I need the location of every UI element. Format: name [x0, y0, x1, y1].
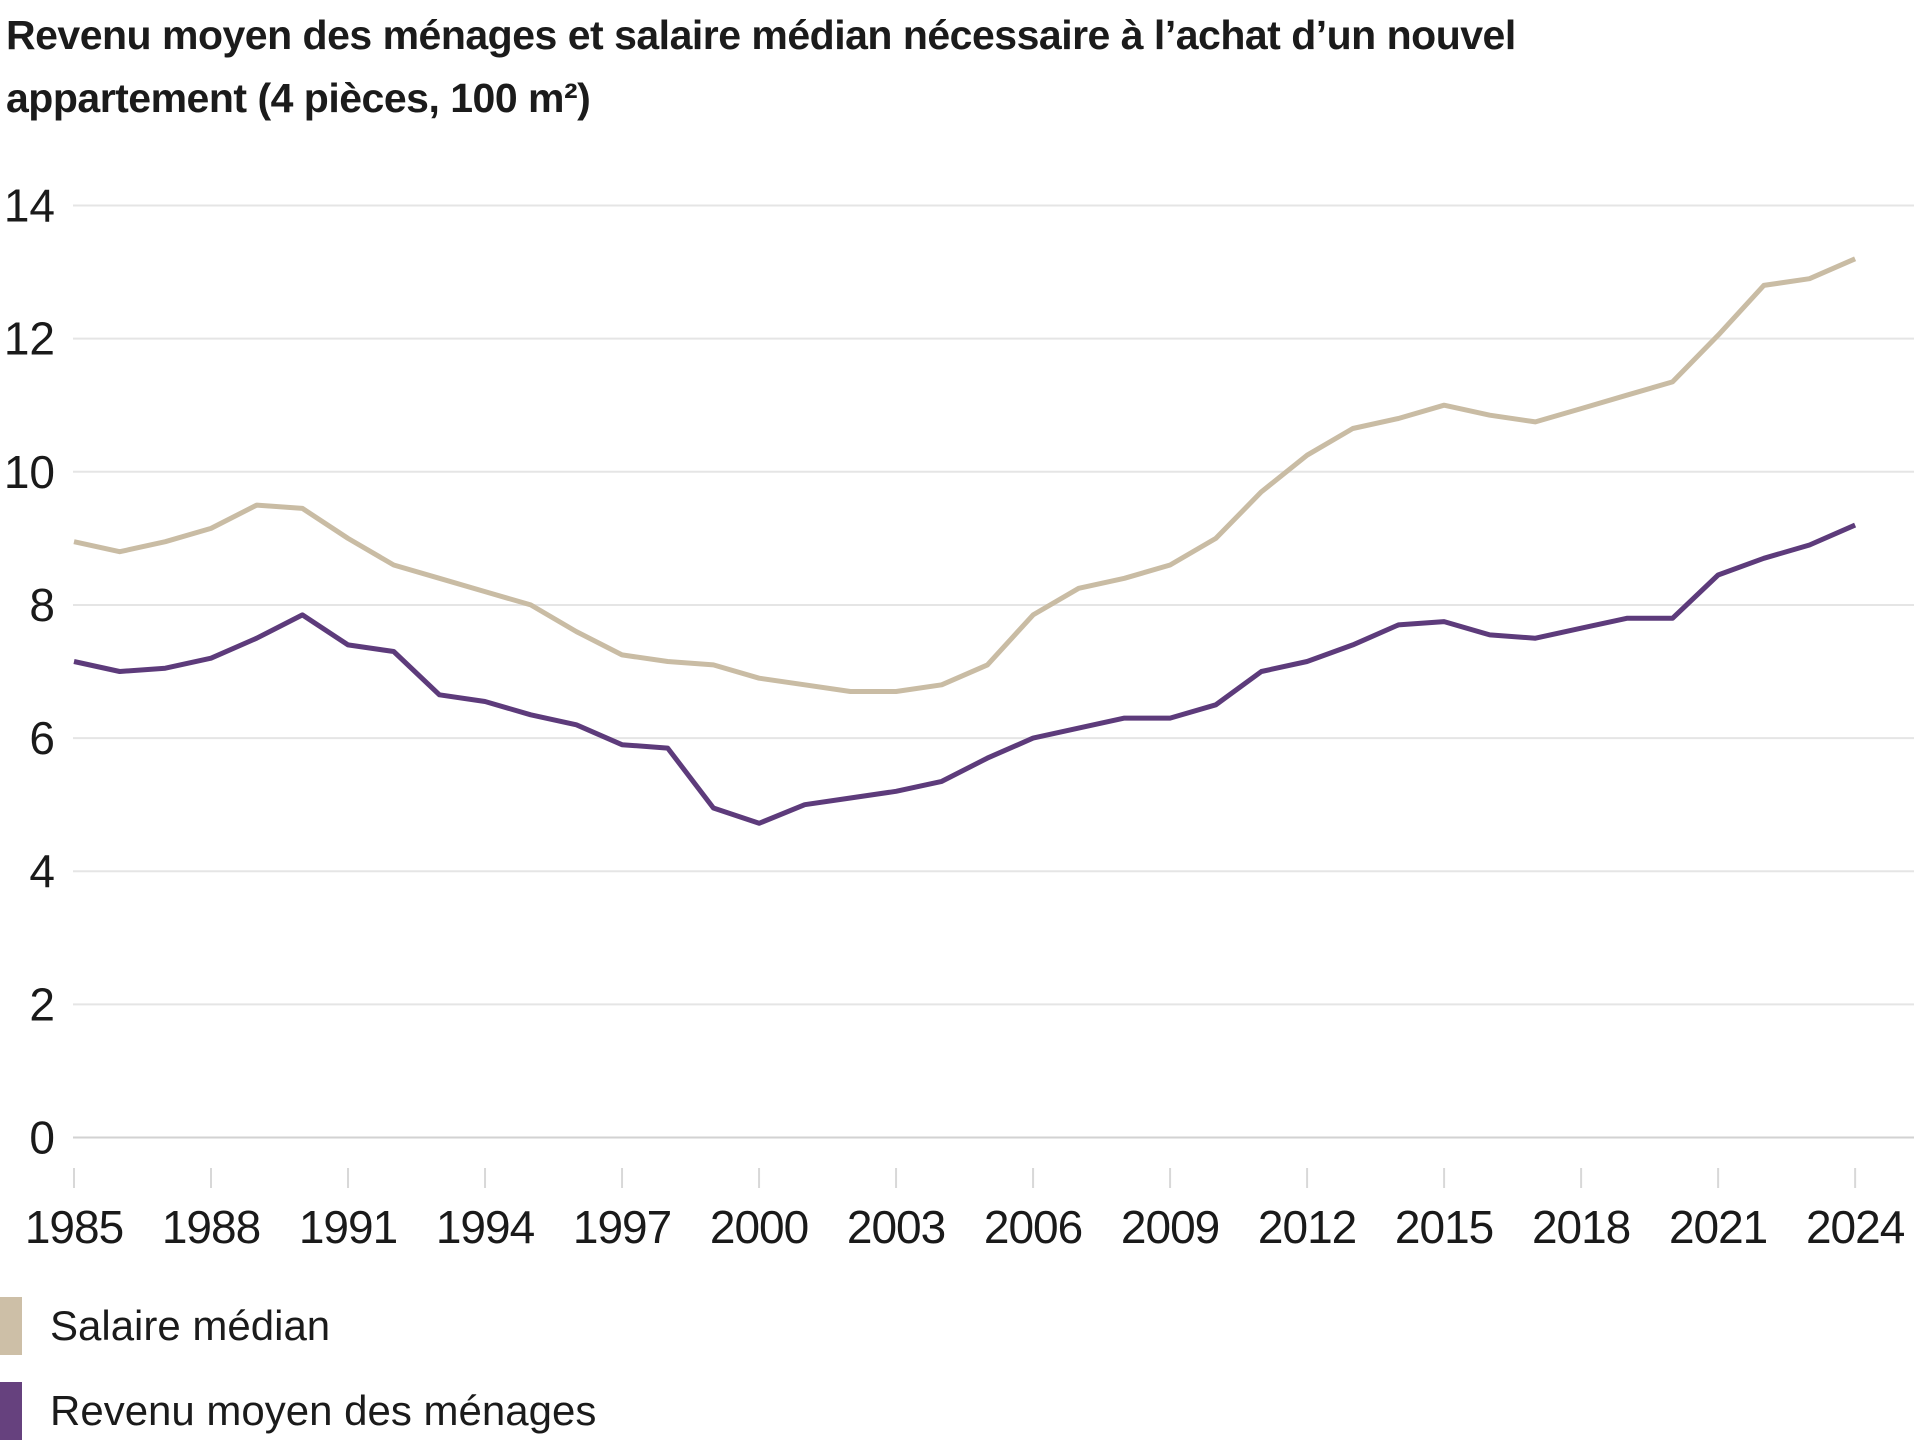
- legend-swatch-salaire-median: [0, 1297, 22, 1355]
- x-axis-labels: 1985 1988 1991 1994 1997 2000 2003 2006 2009 2012…: [25, 1201, 1906, 1253]
- x-tick-label-2000: 2000: [710, 1201, 808, 1253]
- x-axis-ticks: [73, 1168, 1857, 1188]
- y-axis-labels: 0 2 4 6 8 10 12 14: [4, 180, 55, 1164]
- chart-title: Revenu moyen des ménages et salaire médi…: [6, 4, 1886, 130]
- y-tick-label-14: 14: [4, 180, 55, 232]
- x-tick-label-2003: 2003: [847, 1201, 945, 1253]
- legend-label-salaire-median: Salaire médian: [50, 1302, 331, 1349]
- x-tick-label-1991: 1991: [299, 1201, 397, 1253]
- chart-title-line1: Revenu moyen des ménages et salaire médi…: [6, 12, 1516, 58]
- series-line-revenu-moyen: [73, 522, 1857, 826]
- legend-label-revenu-moyen: Revenu moyen des ménages: [50, 1387, 597, 1434]
- legend-swatch-revenu-moyen: [0, 1382, 22, 1440]
- series-line-salaire-median: [73, 256, 1857, 694]
- y-tick-label-12: 12: [4, 313, 55, 365]
- gridlines: [73, 204, 1914, 1139]
- y-tick-label-2: 2: [29, 978, 55, 1030]
- x-tick-label-2006: 2006: [984, 1201, 1082, 1253]
- line-chart: 0 2 4 6 8 10 12 14 1985 1988 1991 1994 1997 2000 2003 2…: [4, 180, 1914, 1253]
- legend-item-revenu-moyen: Revenu moyen des ménages: [0, 1382, 596, 1440]
- chart-title-line2: appartement (4 pièces, 100 m²): [6, 75, 591, 121]
- x-tick-label-2009: 2009: [1121, 1201, 1219, 1253]
- y-tick-label-6: 6: [29, 712, 55, 764]
- x-tick-label-1997: 1997: [573, 1201, 671, 1253]
- x-tick-label-2015: 2015: [1395, 1201, 1493, 1253]
- chart-legend: Salaire médian Revenu moyen des ménages: [0, 1297, 596, 1440]
- y-tick-label-0: 0: [29, 1112, 55, 1164]
- x-tick-label-2024: 2024: [1806, 1201, 1905, 1253]
- x-tick-label-1994: 1994: [436, 1201, 535, 1253]
- x-tick-label-2018: 2018: [1532, 1201, 1630, 1253]
- y-tick-label-4: 4: [29, 845, 55, 897]
- legend-item-salaire-median: Salaire médian: [0, 1297, 596, 1355]
- x-tick-label-2012: 2012: [1258, 1201, 1356, 1253]
- x-tick-label-2021: 2021: [1669, 1201, 1767, 1253]
- y-tick-label-10: 10: [4, 446, 55, 498]
- x-tick-label-1985: 1985: [25, 1201, 123, 1253]
- x-tick-label-1988: 1988: [162, 1201, 260, 1253]
- y-tick-label-8: 8: [29, 579, 55, 631]
